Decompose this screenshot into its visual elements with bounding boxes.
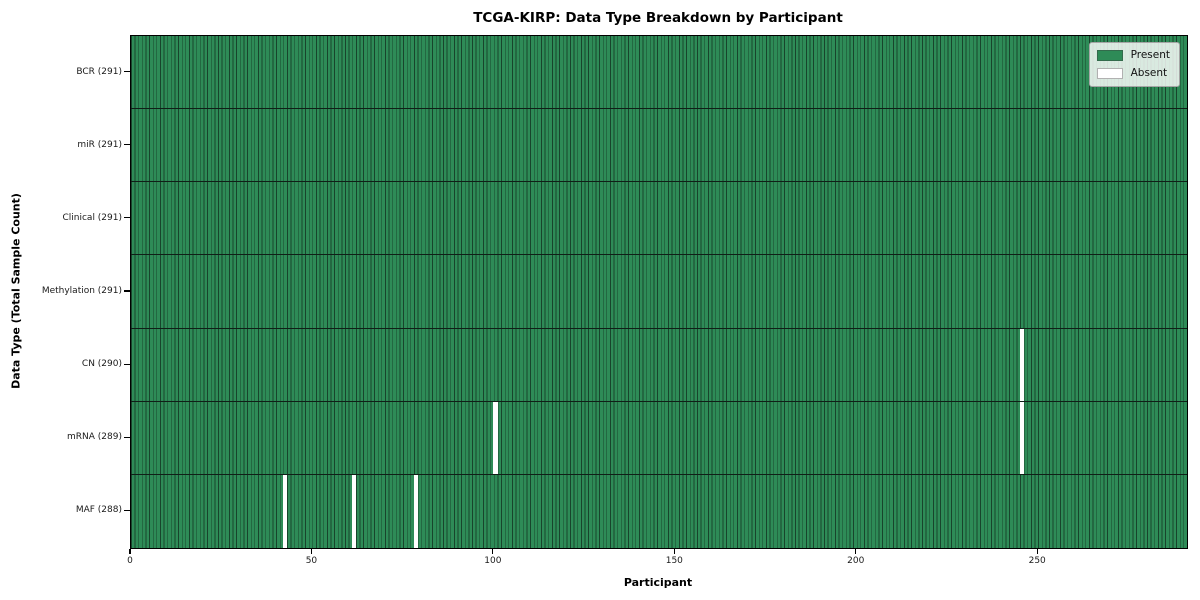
- x-tick-mark: [310, 548, 313, 554]
- y-tick-label: miR (291): [77, 139, 122, 150]
- y-tick-label: CN (290): [81, 359, 122, 370]
- heatmap-row-bcr: [131, 36, 1187, 110]
- heatmap-row-clinical: [131, 182, 1187, 256]
- x-tick-label: 250: [1028, 556, 1046, 566]
- x-tick-label: 50: [305, 556, 318, 566]
- y-tick-label: mRNA (289): [67, 432, 122, 443]
- absent-gap: [351, 474, 357, 548]
- y-tick-mark: [124, 363, 130, 365]
- chart-title: TCGA-KIRP: Data Type Breakdown by Partic…: [473, 10, 843, 26]
- legend: Present Absent: [1088, 42, 1180, 87]
- y-tick-mark: [124, 509, 130, 512]
- y-tick-mark: [124, 436, 130, 438]
- legend-label-present: Present: [1130, 49, 1170, 61]
- y-tick-label: MAF (288): [75, 505, 122, 516]
- x-tick-mark: [673, 548, 675, 554]
- legend-swatch-present-icon: [1096, 50, 1123, 61]
- x-tick-mark: [492, 548, 494, 554]
- y-tick-label: Methylation (291): [41, 286, 122, 296]
- x-tick-label: 100: [484, 556, 502, 566]
- x-tick-mark: [1036, 548, 1038, 554]
- absent-gap: [493, 401, 498, 474]
- y-tick-mark: [124, 290, 130, 292]
- y-tick-label: BCR (291): [76, 66, 122, 77]
- absent-gap: [413, 474, 419, 548]
- y-tick-mark: [124, 144, 130, 146]
- legend-entry-present: Present: [1096, 49, 1170, 62]
- x-tick-label: 150: [665, 556, 683, 566]
- x-tick-label: 0: [127, 556, 133, 566]
- absent-gap: [283, 474, 288, 548]
- y-tick-label: Clinical (291): [62, 212, 122, 223]
- heatmap-row-maf: [131, 474, 1187, 548]
- legend-entry-absent: Absent: [1096, 67, 1170, 80]
- y-tick-mark: [124, 217, 130, 219]
- heatmap-row-methylation: [131, 255, 1187, 329]
- absent-gap: [1019, 328, 1025, 401]
- legend-swatch-absent-icon: [1096, 68, 1123, 79]
- absent-gap: [1019, 401, 1025, 474]
- x-tick-label: 200: [847, 556, 865, 566]
- y-tick-mark: [124, 70, 130, 73]
- x-tick-mark: [129, 548, 131, 554]
- x-axis-label: Participant: [623, 576, 693, 589]
- heatmap-row-cn: [131, 328, 1187, 402]
- plot-area: Present Absent: [130, 35, 1188, 549]
- x-tick-mark: [855, 548, 857, 554]
- heatmap-row-mir: [131, 109, 1187, 183]
- legend-label-absent: Absent: [1130, 67, 1168, 79]
- heatmap-row-mrna: [131, 401, 1187, 475]
